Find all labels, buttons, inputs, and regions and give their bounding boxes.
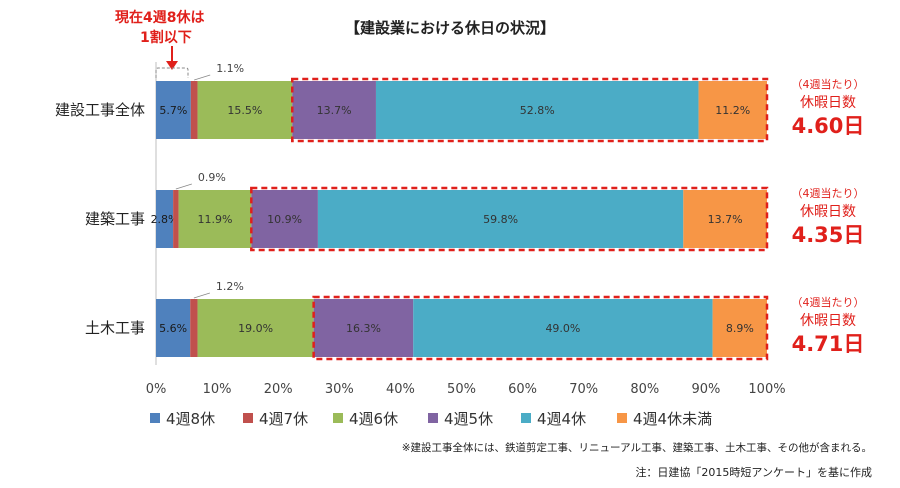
data-label: 15.5%	[227, 104, 262, 117]
bar-segment	[251, 190, 318, 248]
data-label: 5.7%	[159, 104, 187, 117]
bar-segment	[156, 299, 191, 357]
bar-segment	[292, 81, 376, 139]
chart-title: 【建設業における休日の状況】	[345, 19, 555, 37]
bar-segment	[156, 81, 191, 139]
x-tick-label: 20%	[264, 382, 293, 397]
data-label: 0.9%	[198, 171, 226, 184]
bar-segment	[173, 190, 179, 248]
data-label: 5.6%	[159, 322, 187, 335]
x-tick-label: 90%	[691, 382, 720, 397]
callout-text: 1割以下	[140, 29, 192, 46]
bar-segment	[313, 299, 414, 357]
bar-segment	[156, 190, 174, 248]
callout-arrowhead	[166, 61, 178, 70]
legend-label: 4週5休	[444, 410, 493, 428]
data-label: 2.8%	[151, 213, 179, 226]
legend-swatch	[617, 413, 627, 423]
bar-segment	[375, 81, 699, 139]
data-label: 1.2%	[216, 280, 244, 293]
x-tick-label: 10%	[203, 382, 232, 397]
leader-line	[194, 74, 211, 81]
data-label: 10.9%	[267, 213, 302, 226]
data-label: 11.2%	[715, 104, 750, 117]
x-tick-label: 30%	[325, 382, 354, 397]
legend-swatch	[333, 413, 343, 423]
holiday-days-value: 4.60日	[792, 114, 865, 138]
holiday-days-value: 4.35日	[792, 223, 865, 247]
holiday-label: 休暇日数	[800, 313, 856, 329]
data-label: 52.8%	[520, 104, 555, 117]
legend-swatch	[428, 413, 438, 423]
x-tick-label: 80%	[630, 382, 659, 397]
bar-segment	[712, 299, 767, 357]
legend-swatch	[243, 413, 253, 423]
highlight-box	[312, 295, 769, 361]
legend-label: 4週8休	[166, 410, 215, 428]
data-label: 16.3%	[346, 322, 381, 335]
data-label: 19.0%	[238, 322, 273, 335]
legend-label: 4週4休	[537, 410, 586, 428]
bar-segment	[317, 190, 684, 248]
x-tick-label: 100%	[748, 382, 785, 397]
highlight-box	[291, 77, 769, 143]
holiday-label: 休暇日数	[800, 95, 856, 111]
leader-line	[193, 292, 211, 299]
holiday-note: （4週当たり）	[792, 295, 865, 309]
legend-label: 4週7休	[259, 410, 308, 428]
source-note: 注：日建協「2015時短アンケート」を基に作成	[635, 465, 872, 479]
legend-swatch	[150, 413, 160, 423]
legend-label: 4週6休	[349, 410, 398, 428]
holiday-note: （4週当たり）	[792, 186, 865, 200]
x-tick-label: 40%	[386, 382, 415, 397]
callout-bracket	[155, 67, 189, 78]
holiday-note: （4週当たり）	[792, 77, 865, 91]
callout-text: 現在4週8休は	[115, 9, 204, 26]
highlight-box	[250, 186, 769, 252]
bar-segment	[190, 81, 198, 139]
legend-label: 4週4休未満	[633, 410, 712, 428]
legend-swatch	[521, 413, 531, 423]
bar-segment	[683, 190, 767, 248]
category-label: 土木工事	[85, 319, 145, 337]
x-tick-label: 50%	[447, 382, 476, 397]
data-label: 13.7%	[317, 104, 352, 117]
holiday-label: 休暇日数	[800, 204, 856, 220]
category-label: 建設工事全体	[55, 101, 145, 119]
x-tick-label: 70%	[569, 382, 598, 397]
bar-segment	[197, 299, 314, 357]
leader-line	[175, 183, 192, 190]
category-label: 建築工事	[85, 210, 145, 228]
footnote: ※建設工事全体には、鉄道剪定工事、リニューアル工事、建築工事、土木工事、その他が…	[402, 441, 872, 454]
bar-segment	[190, 299, 198, 357]
bar-segment	[178, 190, 252, 248]
holiday-days-value: 4.71日	[792, 332, 865, 356]
data-label: 13.7%	[708, 213, 743, 226]
data-label: 8.9%	[726, 322, 754, 335]
bar-segment	[197, 81, 293, 139]
x-tick-label: 0%	[146, 382, 167, 397]
x-tick-label: 60%	[508, 382, 537, 397]
data-label: 11.9%	[197, 213, 232, 226]
data-label: 59.8%	[483, 213, 518, 226]
bar-segment	[413, 299, 713, 357]
data-label: 1.1%	[216, 62, 244, 75]
data-label: 49.0%	[545, 322, 580, 335]
bar-segment	[698, 81, 767, 139]
